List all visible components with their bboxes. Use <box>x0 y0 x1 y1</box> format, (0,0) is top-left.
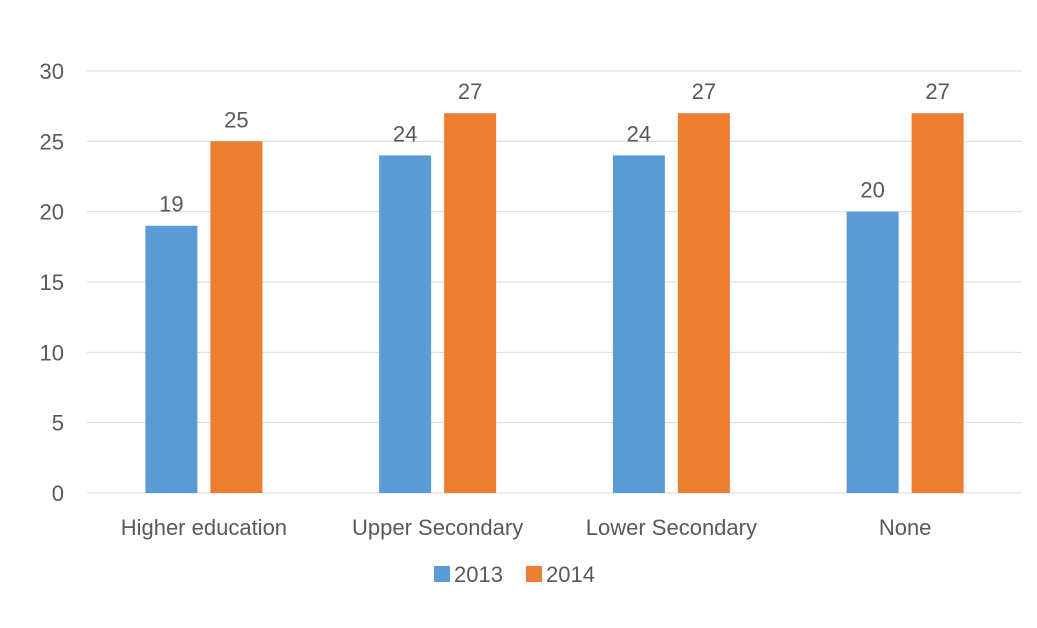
y-tick-label: 15 <box>40 270 64 295</box>
y-axis-tick-labels: 0 5 10 15 20 25 30 <box>40 59 64 506</box>
bars <box>145 113 964 494</box>
data-label: 27 <box>925 79 949 104</box>
y-tick-label: 10 <box>40 340 64 365</box>
y-tick-label: 20 <box>40 200 64 225</box>
data-label: 27 <box>692 79 716 104</box>
data-label: 24 <box>627 121 651 146</box>
x-tick-label: Upper Secondary <box>352 515 523 540</box>
data-label: 20 <box>860 178 884 203</box>
bar-2013-none <box>846 211 899 493</box>
legend-item-2014[interactable]: 2014 <box>526 562 595 587</box>
bar-2014-higher-education <box>210 141 263 494</box>
data-label: 27 <box>458 79 482 104</box>
data-label: 19 <box>159 192 183 217</box>
legend-item-2013[interactable]: 2013 <box>434 562 503 587</box>
x-tick-label: Lower Secondary <box>586 515 757 540</box>
data-label: 25 <box>224 107 248 132</box>
x-tick-label: Higher education <box>121 515 287 540</box>
bar-2013-higher-education <box>145 225 198 493</box>
bar-2014-lower-secondary <box>677 113 730 493</box>
data-label: 24 <box>393 121 417 146</box>
x-tick-label: None <box>879 515 932 540</box>
bar-2013-upper-secondary <box>379 155 432 493</box>
bar-2013-lower-secondary <box>612 155 665 493</box>
bar-2014-upper-secondary <box>444 113 497 493</box>
legend-label: 2013 <box>454 562 503 587</box>
y-tick-label: 30 <box>40 59 64 84</box>
bar-2014-none <box>911 113 964 493</box>
legend-label: 2014 <box>546 562 595 587</box>
y-tick-label: 0 <box>52 481 64 506</box>
legend-swatch <box>434 566 450 582</box>
legend[interactable]: 2013 2014 <box>434 562 595 587</box>
y-tick-label: 5 <box>52 411 64 436</box>
legend-swatch <box>526 566 542 582</box>
data-labels: 19 25 24 27 24 27 20 27 <box>159 79 950 217</box>
x-axis-category-labels: Higher education Upper Secondary Lower Sec… <box>121 515 932 540</box>
y-tick-label: 25 <box>40 129 64 154</box>
